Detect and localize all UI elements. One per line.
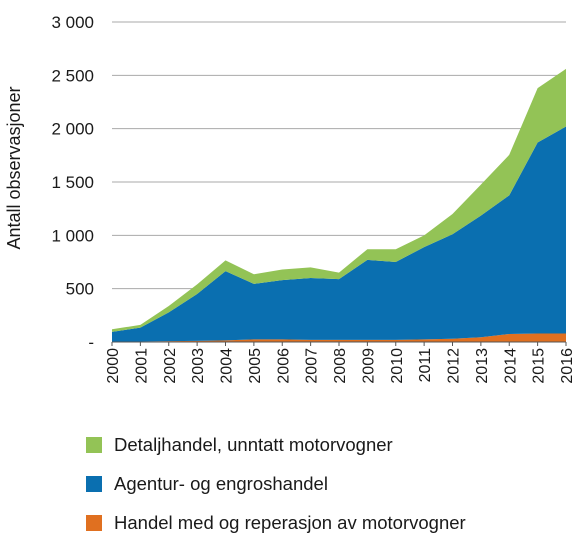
series-area-3	[112, 68, 566, 332]
x-tick-label: 2000	[105, 348, 122, 384]
legend-item: Detaljhandel, unntatt motorvogner	[86, 425, 466, 464]
x-tick-label: 2001	[133, 348, 150, 384]
legend: Detaljhandel, unntatt motorvogner Agentur…	[86, 425, 466, 542]
y-tick-label: 1 500	[51, 173, 94, 192]
x-tick-label: 2009	[360, 348, 377, 384]
x-tick-label: 2014	[502, 348, 519, 384]
series-area-2	[112, 126, 566, 342]
legend-swatch	[86, 514, 102, 531]
legend-label: Handel med og reperasjon av motorvogner	[114, 511, 466, 533]
y-tick-label: 3 000	[51, 13, 94, 32]
x-tick-label: 2007	[304, 348, 321, 384]
y-tick-label: -	[88, 333, 94, 352]
y-tick-labels: - 500 1 000 1 500 2 000 2 500 3 000	[51, 13, 94, 352]
x-tick-label: 2015	[531, 348, 548, 384]
series-area-1	[112, 333, 566, 342]
x-tick-label: 2006	[275, 348, 292, 384]
x-tick-label: 2002	[162, 348, 179, 384]
x-tick-label: 2008	[332, 348, 349, 384]
y-tick-label: 500	[66, 280, 94, 299]
x-tick-label: 2010	[389, 348, 406, 384]
x-tick-label: 2005	[247, 348, 264, 384]
x-tick-label: 2012	[446, 348, 463, 384]
y-axis-title: Antall observasjoner	[4, 86, 24, 249]
y-tick-label: 2 500	[51, 66, 94, 85]
legend-label: Agentur- og engroshandel	[114, 472, 328, 494]
y-tick-label: 2 000	[51, 120, 94, 139]
x-tick-label: 2016	[559, 348, 576, 384]
legend-swatch	[86, 475, 102, 492]
x-tick-labels: 2000 2001 2002 2003 2004 2005 2006 2007 2008 2009…	[105, 342, 576, 384]
y-tick-label: 1 000	[51, 226, 94, 245]
legend-swatch	[86, 436, 102, 453]
legend-item: Agentur- og engroshandel	[86, 464, 466, 503]
x-tick-label: 2011	[417, 348, 434, 383]
x-tick-label: 2013	[474, 348, 491, 384]
x-tick-label: 2004	[219, 348, 236, 384]
x-tick-label: 2003	[190, 348, 207, 384]
legend-item: Handel med og reperasjon av motorvogner	[86, 503, 466, 542]
series-areas	[112, 68, 566, 342]
legend-label: Detaljhandel, unntatt motorvogner	[114, 433, 393, 455]
